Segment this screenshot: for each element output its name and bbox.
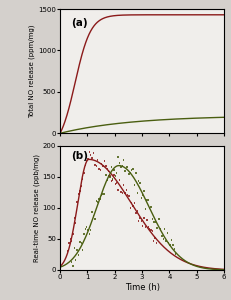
Y-axis label: Total NO release (ppm/mg): Total NO release (ppm/mg) <box>29 24 35 118</box>
X-axis label: Time (h): Time (h) <box>125 283 160 292</box>
Y-axis label: Real-time NO release (ppb/mg): Real-time NO release (ppb/mg) <box>33 154 40 262</box>
Text: (b): (b) <box>72 151 88 161</box>
Text: (a): (a) <box>72 18 88 28</box>
